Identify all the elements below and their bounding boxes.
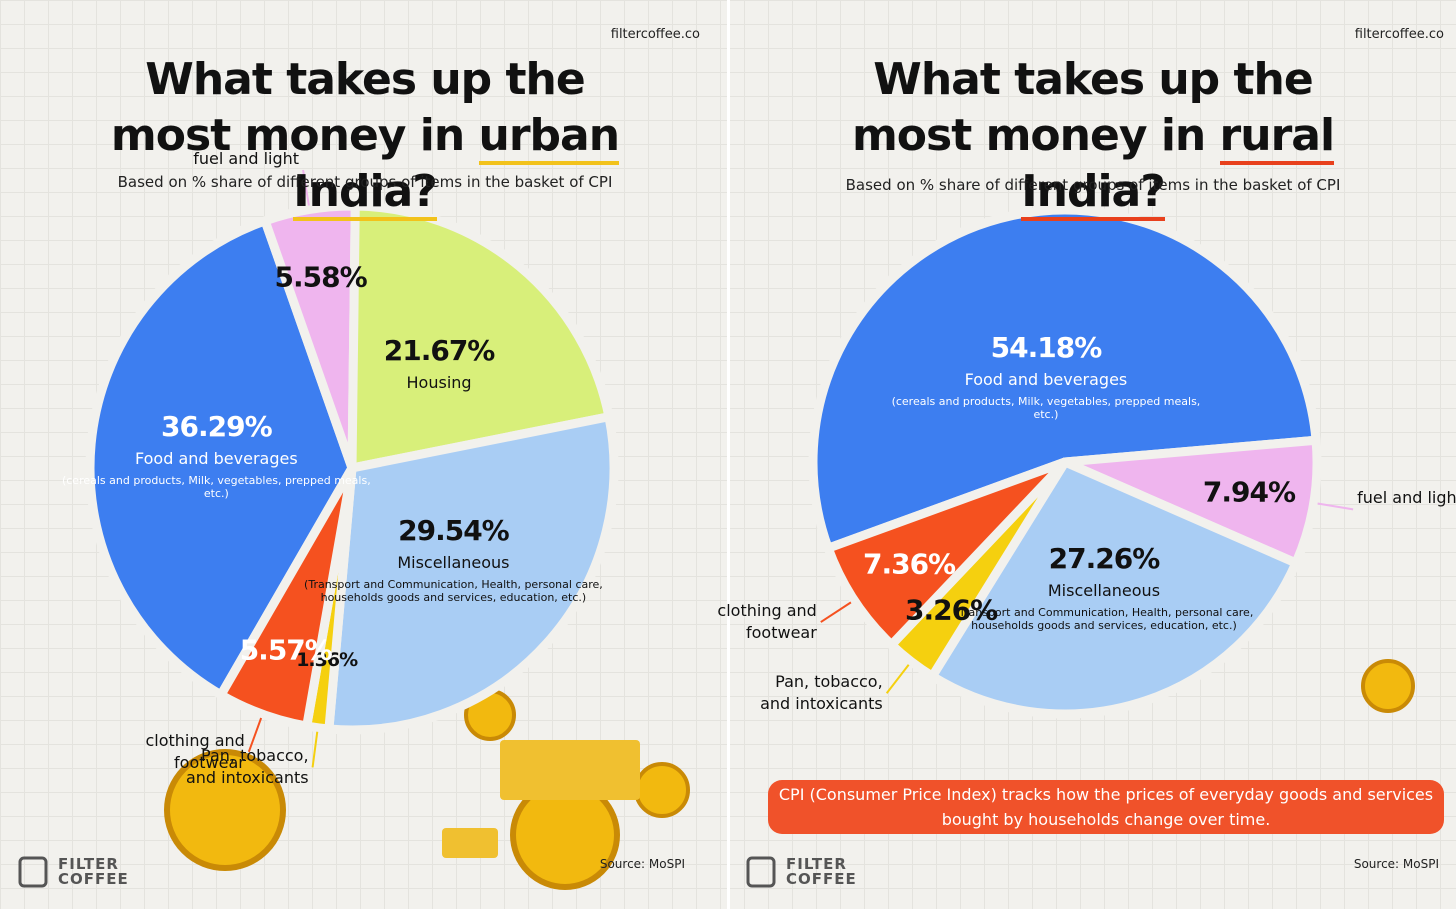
slice-label: 3.26% bbox=[905, 593, 998, 627]
coin-stack bbox=[500, 740, 640, 800]
pie-slice bbox=[216, 463, 357, 731]
chart-title: What takes up the most money in urban In… bbox=[85, 52, 645, 221]
category-label: clothing and footwear bbox=[717, 601, 817, 643]
leader-line bbox=[247, 717, 263, 753]
category-label: clothing and footwear bbox=[145, 730, 245, 772]
value-label: 7.36% bbox=[862, 547, 956, 581]
leader-line bbox=[1317, 502, 1354, 511]
leader-line bbox=[820, 601, 852, 623]
leader-line bbox=[311, 731, 319, 768]
subtitle: Based on % share of different groups of … bbox=[845, 176, 1341, 194]
value-label: 3.26% bbox=[905, 593, 998, 627]
logo-word: FILTER bbox=[58, 855, 119, 873]
website: filtercoffee.co bbox=[1354, 27, 1444, 42]
slice-label: 27.26% Miscellaneous (Transport and Commun… bbox=[944, 542, 1264, 632]
pie-slice bbox=[324, 412, 619, 735]
coin-stack bbox=[442, 828, 498, 858]
value-label: 21.67% bbox=[383, 334, 496, 368]
coin bbox=[634, 762, 690, 818]
value-label: 1.36% bbox=[296, 649, 358, 672]
category-label: Pan, tobacco, and intoxicants bbox=[760, 672, 883, 714]
value-label: 5.58% bbox=[274, 260, 368, 294]
title-emphasis: urban India? bbox=[293, 110, 620, 221]
category-label: Pan, tobacco, and intoxicants bbox=[185, 746, 309, 788]
coins bbox=[164, 659, 1415, 890]
category-label: Housing bbox=[406, 373, 472, 393]
panel-divider bbox=[727, 0, 730, 909]
logo-cup bbox=[746, 856, 776, 888]
slice-label: 1.36% bbox=[296, 649, 358, 672]
pie-slice bbox=[927, 457, 1301, 719]
value-label: 29.54% bbox=[398, 513, 510, 547]
value-label: 36.29% bbox=[161, 410, 273, 444]
category-description: (cereals and products, Milk, vegetables,… bbox=[891, 394, 1201, 421]
logo-word: FILTER bbox=[786, 855, 847, 873]
logo-cup bbox=[18, 856, 48, 888]
title-text: What takes up the most money in bbox=[110, 54, 586, 161]
pie-slice bbox=[823, 457, 1070, 650]
category-label: Miscellaneous bbox=[1047, 581, 1161, 601]
slice-label: 7.94% bbox=[1202, 475, 1296, 509]
pie-slice bbox=[808, 205, 1321, 553]
category-description: (Transport and Communication, Health, pe… bbox=[304, 577, 603, 604]
coin bbox=[1361, 659, 1415, 713]
value-label: 54.18% bbox=[990, 330, 1103, 364]
category-description: (cereals and products, Milk, vegetables,… bbox=[61, 474, 371, 501]
logo-word: COFFEE bbox=[786, 870, 857, 888]
logo: FILTER COFFEE bbox=[786, 857, 857, 887]
value-label: 7.94% bbox=[1202, 475, 1296, 509]
leader-line bbox=[885, 664, 910, 694]
slice-label: 7.36% bbox=[862, 547, 956, 581]
slice-label: 5.57% bbox=[239, 633, 333, 667]
category-label: fuel and light bbox=[1357, 488, 1456, 508]
title-emphasis: rural India? bbox=[1021, 110, 1335, 221]
leader-line bbox=[302, 169, 310, 206]
coin bbox=[164, 749, 286, 871]
category-label: Food and beverages bbox=[135, 449, 298, 469]
subtitle: Based on % share of different groups of … bbox=[117, 173, 613, 191]
value-label: 5.57% bbox=[239, 633, 333, 667]
title-text: What takes up the most money in bbox=[851, 54, 1314, 161]
category-description: (Transport and Communication, Health, pe… bbox=[954, 606, 1254, 633]
slice-label: 29.54% Miscellaneous (Transport and Commun… bbox=[293, 514, 613, 604]
chart-title: What takes up the most money in rural In… bbox=[813, 52, 1373, 221]
slice-label: 21.67% Housing bbox=[383, 334, 496, 393]
category-label: Miscellaneous bbox=[397, 552, 510, 572]
category-label: Food and beverages bbox=[964, 369, 1128, 389]
source: Source: MoSPI bbox=[1353, 857, 1439, 871]
slice-label: 54.18% Food and beverages (cereals and pro… bbox=[886, 331, 1206, 421]
source: Source: MoSPI bbox=[599, 857, 685, 871]
category-label: fuel and light bbox=[193, 148, 300, 168]
website: filtercoffee.co bbox=[610, 27, 700, 42]
footnote: CPI (Consumer Price Index) tracks how th… bbox=[768, 780, 1444, 834]
slice-label: 36.29% Food and beverages (cereals and pro… bbox=[56, 410, 376, 500]
value-label: 27.26% bbox=[1048, 542, 1161, 576]
slice-label: 5.58% bbox=[274, 260, 368, 294]
pie-slice bbox=[347, 201, 614, 473]
logo: FILTER COFFEE bbox=[58, 857, 129, 887]
logo-word: COFFEE bbox=[58, 870, 129, 888]
